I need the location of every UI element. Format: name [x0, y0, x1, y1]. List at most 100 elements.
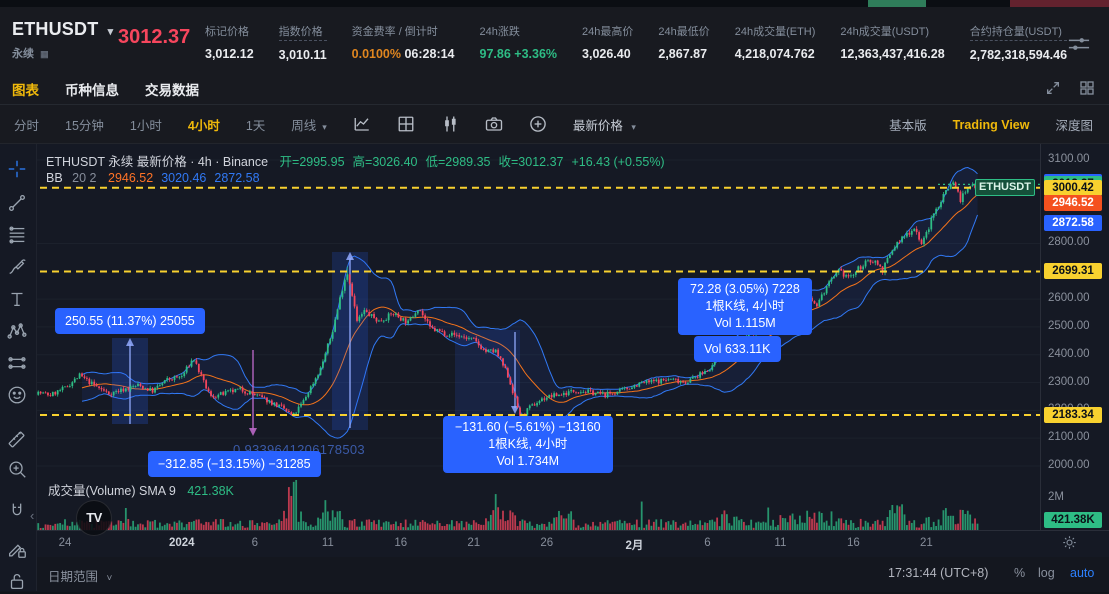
time-axis-tick: 2月: [625, 540, 644, 552]
text-tool-icon[interactable]: [6, 288, 30, 312]
candles-compare-icon[interactable]: [441, 115, 459, 133]
time-axis-tick: 2024: [169, 537, 195, 549]
measure-label-vol-hidden[interactable]: Vol 633.11K: [694, 336, 781, 362]
timeframe-分时[interactable]: 分时: [14, 118, 40, 133]
measure-label-up-right[interactable]: 72.28 (3.05%) 7228 1根K线, 4小时 Vol 1.115M: [678, 278, 812, 335]
contract-type-label: 永续: [12, 48, 34, 60]
measure-line-3: Vol 1.115M: [714, 316, 776, 330]
stat-label: 资金费率 / 倒计时: [351, 26, 438, 38]
chart-legend: ETHUSDT 永续 最新价格 · 4h · Binance 开=2995.95…: [46, 151, 665, 170]
tab-trading-data[interactable]: 交易数据: [145, 82, 199, 98]
symbol-block[interactable]: ETHUSDT ▾ 永续 ▦: [12, 19, 113, 61]
preferences-sliders-icon[interactable]: [1068, 35, 1090, 53]
auto-scale-button[interactable]: auto: [1070, 566, 1095, 580]
stat-open-interest-usdt: 合约持仓量(USDT) 2,782,318,594.46: [969, 23, 1068, 62]
price-badge-2183.34: 2183.34: [1044, 406, 1102, 423]
price-axis-label: 2300.00: [1048, 375, 1090, 388]
fullscreen-icon[interactable]: [1045, 80, 1061, 96]
timeframe-周线[interactable]: 周线 ▾: [291, 118, 327, 133]
xabcd-pattern-tool-icon[interactable]: [6, 320, 30, 344]
volume-badge: 421.38K: [1044, 512, 1102, 528]
ruler-tool-icon[interactable]: [6, 426, 30, 450]
symbol-caret-icon: ▾: [107, 26, 114, 38]
view-mode-基本版[interactable]: 基本版: [889, 119, 927, 133]
zoom-in-tool-icon[interactable]: [6, 458, 30, 482]
price-axis-label: 3100.00: [1048, 153, 1090, 165]
indicators-grid-icon[interactable]: [397, 115, 415, 133]
fib-retracement-tool-icon[interactable]: [6, 224, 30, 248]
chart-style-icon[interactable]: [353, 115, 371, 133]
magnet-tool-icon[interactable]: [6, 500, 30, 524]
measure-label-up-left[interactable]: 250.55 (11.37%) 25055: [55, 308, 205, 334]
stat-index-price: 指数价格 3,010.11: [278, 23, 327, 62]
price-badge-2699.31: 2699.31: [1044, 263, 1102, 280]
measure-label-down-mid[interactable]: −131.60 (−5.61%) −13160 1根K线, 4小时 Vol 1.…: [443, 416, 613, 473]
stat-label: 指数价格: [278, 23, 327, 41]
symbol-name: ETHUSDT: [12, 19, 99, 39]
legend-bb-value: 3020.46: [161, 171, 207, 185]
legend-ohlc-value: +16.43 (+0.55%): [571, 155, 665, 169]
price-axis-label: 2000.00: [1048, 459, 1090, 471]
drawing-lock-icon[interactable]: [6, 538, 30, 562]
brush-tool-icon[interactable]: [6, 256, 30, 280]
price-axis-label: 2400.00: [1048, 347, 1090, 360]
timeframe-caret-icon: ▾: [322, 121, 327, 132]
layout-grid-icon[interactable]: [1079, 80, 1095, 96]
measure-line-1: 72.28 (3.05%) 7228: [690, 282, 800, 296]
log-scale-button[interactable]: log: [1038, 566, 1055, 580]
axis-settings-gear-icon[interactable]: [1062, 535, 1077, 550]
view-mode-深度图[interactable]: 深度图: [1055, 119, 1093, 133]
time-axis[interactable]: 24 2024 6 11 16 21 26 2月 6 11 16 21: [0, 530, 1109, 557]
volume-label: 成交量(Volume) SMA 9: [48, 484, 176, 498]
measure-line-3: Vol 1.734M: [496, 454, 560, 468]
top-strip-green-segment: [868, 0, 926, 7]
tab-coin-info[interactable]: 币种信息: [65, 82, 119, 98]
price-line-symbol-tag: ETHUSDT: [975, 179, 1035, 196]
time-axis-tick: 11: [774, 537, 787, 549]
price-mode-caret-icon: ▾: [631, 121, 636, 132]
time-axis-tick: 6: [704, 537, 711, 549]
camera-icon[interactable]: [485, 115, 503, 133]
price-badge-2872.58: 2872.58: [1044, 215, 1102, 232]
volume-value: 421.38K: [187, 484, 234, 498]
legend-ohlc-value: 高=3026.40: [352, 155, 418, 169]
crosshair-tool-icon[interactable]: [6, 158, 30, 182]
percent-scale-button[interactable]: %: [1014, 566, 1026, 580]
price-mode-label: 最新价格: [572, 118, 623, 133]
chart-toolbar: 分时 15分钟 1小时 4小时 1天 周线 ▾: [0, 105, 1109, 144]
time-axis-tick: 6: [251, 537, 258, 549]
lock-tool-icon[interactable]: [6, 570, 30, 594]
legend-ohlc-value: 收=3012.37: [498, 155, 564, 169]
measure-label-down-left[interactable]: −312.85 (−13.15%) −31285: [148, 451, 321, 477]
stat-value: 0.0100% 06:28:14: [351, 47, 455, 61]
emoji-tool-icon[interactable]: [6, 384, 30, 408]
stat-label: 24h最低价: [658, 26, 710, 38]
stat-high-24h: 24h最高价 3,026.40: [582, 23, 633, 62]
timeframe-1小时[interactable]: 1小时: [129, 118, 162, 133]
timeframe-15分钟[interactable]: 15分钟: [65, 118, 104, 133]
tradingview-logo[interactable]: TV: [76, 500, 112, 536]
stat-mark-price: 标记价格 3,012.12: [205, 23, 254, 62]
plus-circle-icon[interactable]: [529, 115, 547, 133]
price-badge-3000.42: 3000.42: [1044, 179, 1102, 196]
stat-volume-24h-eth: 24h成交量(ETH) 4,218,074.762: [735, 23, 816, 62]
tab-chart[interactable]: 图表: [12, 82, 39, 98]
price-mode-dropdown[interactable]: 最新价格 ▾: [573, 115, 636, 134]
date-range-dropdown[interactable]: 日期范围 ˅: [48, 566, 112, 585]
timeframe-1天[interactable]: 1天: [245, 118, 266, 133]
header-stats: 标记价格 3,012.12 指数价格 3,010.11 资金费率 / 倒计时 0.0100…: [205, 23, 1068, 62]
timeframe-4小时[interactable]: 4小时: [187, 118, 220, 133]
collapse-toolbar-icon[interactable]: ‹: [30, 508, 35, 523]
trend-line-tool-icon[interactable]: [6, 192, 30, 216]
top-strip: [0, 0, 1109, 7]
price-axis[interactable]: 3100.00 2800.00 2600.00 2500.00 2400.00 2300.…: [1040, 144, 1109, 556]
view-mode-trading-view[interactable]: Trading View: [952, 117, 1030, 132]
stat-value: 3,026.40: [582, 47, 631, 61]
bottom-bar: 日期范围 ˅ 17:31:44 (UTC+8) % log auto: [0, 556, 1109, 592]
date-range-label: 日期范围: [48, 570, 99, 584]
time-axis-tick: 16: [394, 537, 408, 549]
position-tool-icon[interactable]: [6, 352, 30, 376]
view-mode-tabs: 基本版 Trading View 深度图: [889, 105, 1093, 144]
last-price: 3012.37: [118, 26, 191, 48]
stat-low-24h: 24h最低价 2,867.87: [658, 23, 709, 62]
